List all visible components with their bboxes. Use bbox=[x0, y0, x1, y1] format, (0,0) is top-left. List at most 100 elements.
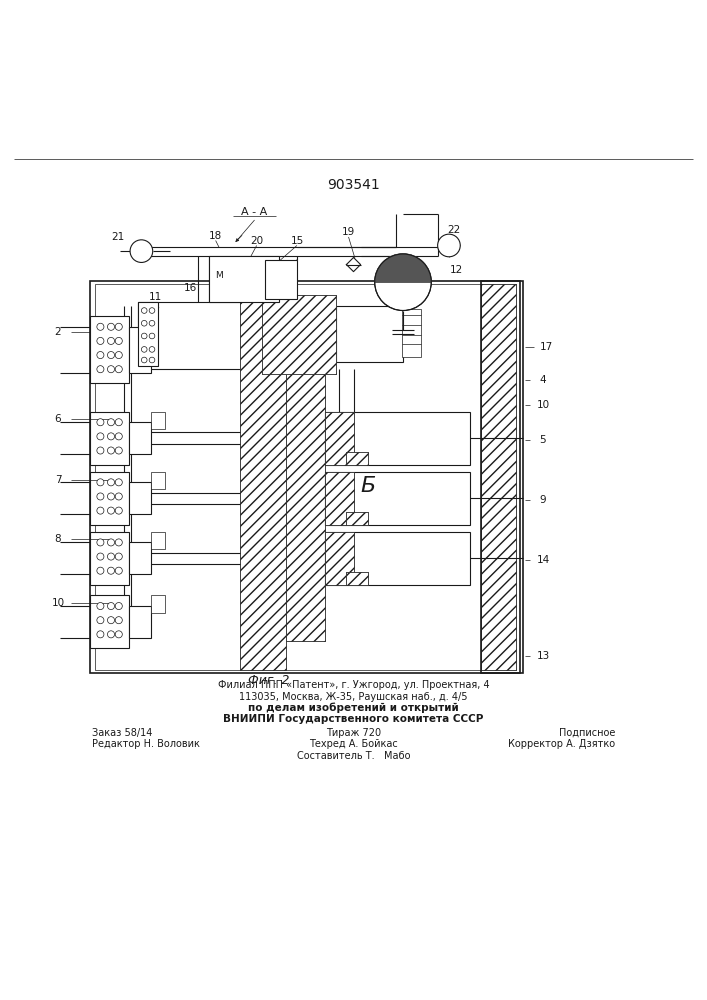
Circle shape bbox=[149, 308, 155, 313]
Bar bbox=[151, 412, 165, 429]
Circle shape bbox=[115, 553, 122, 560]
Bar bbox=[325, 472, 354, 525]
Bar bbox=[151, 532, 165, 549]
Circle shape bbox=[107, 323, 115, 330]
Circle shape bbox=[97, 337, 104, 344]
Circle shape bbox=[107, 337, 115, 344]
Text: Филиал ППП «Патент», г. Ужгород, ул. Проектная, 4: Филиал ППП «Патент», г. Ужгород, ул. Про… bbox=[218, 680, 489, 690]
Text: 9: 9 bbox=[539, 495, 547, 505]
Text: А - А: А - А bbox=[241, 207, 268, 217]
Circle shape bbox=[115, 493, 122, 500]
Circle shape bbox=[97, 493, 104, 500]
Text: 8: 8 bbox=[54, 534, 62, 544]
Circle shape bbox=[107, 479, 115, 486]
Circle shape bbox=[107, 419, 115, 426]
Text: 903541: 903541 bbox=[327, 178, 380, 192]
Text: 21: 21 bbox=[112, 232, 124, 242]
Circle shape bbox=[115, 603, 122, 610]
Text: 6: 6 bbox=[54, 414, 62, 424]
Text: 12: 12 bbox=[450, 265, 462, 275]
Bar bbox=[325, 472, 354, 525]
Bar bbox=[325, 412, 354, 465]
Bar bbox=[346, 512, 368, 525]
Circle shape bbox=[438, 234, 460, 257]
Text: по делам изобретений и открытий: по делам изобретений и открытий bbox=[248, 703, 459, 713]
Text: ВНИИПИ Государственного комитета СССР: ВНИИПИ Государственного комитета СССР bbox=[223, 714, 484, 724]
Bar bbox=[240, 284, 286, 670]
Circle shape bbox=[107, 553, 115, 560]
Circle shape bbox=[107, 507, 115, 514]
Text: Корректор А. Дзятко: Корректор А. Дзятко bbox=[508, 739, 615, 749]
Text: Б: Б bbox=[360, 476, 375, 496]
Circle shape bbox=[115, 337, 122, 344]
Circle shape bbox=[115, 433, 122, 440]
Bar bbox=[90, 472, 129, 525]
Text: 14: 14 bbox=[537, 555, 549, 565]
Text: 10: 10 bbox=[537, 400, 549, 410]
Text: Техред А. Бойкас: Техред А. Бойкас bbox=[309, 739, 398, 749]
Bar bbox=[325, 412, 354, 465]
Bar bbox=[240, 284, 286, 670]
Bar bbox=[129, 606, 151, 638]
Circle shape bbox=[149, 357, 155, 363]
Bar bbox=[138, 306, 158, 366]
Text: 10: 10 bbox=[52, 598, 64, 608]
Bar bbox=[481, 284, 516, 670]
Bar bbox=[325, 532, 354, 585]
Bar bbox=[346, 572, 368, 585]
Circle shape bbox=[130, 240, 153, 262]
Circle shape bbox=[107, 447, 115, 454]
Circle shape bbox=[115, 366, 122, 373]
Circle shape bbox=[97, 507, 104, 514]
Circle shape bbox=[141, 347, 147, 352]
Text: 13: 13 bbox=[537, 651, 549, 661]
Text: 15: 15 bbox=[291, 236, 303, 246]
Circle shape bbox=[149, 347, 155, 352]
Bar bbox=[90, 532, 129, 585]
Bar bbox=[346, 452, 368, 465]
Bar bbox=[346, 452, 368, 465]
Circle shape bbox=[97, 567, 104, 574]
Text: Фиг. 2: Фиг. 2 bbox=[248, 674, 289, 687]
Bar bbox=[402, 309, 421, 357]
Bar bbox=[286, 366, 325, 641]
Circle shape bbox=[97, 631, 104, 638]
Circle shape bbox=[97, 323, 104, 330]
Circle shape bbox=[97, 447, 104, 454]
Circle shape bbox=[115, 567, 122, 574]
Bar bbox=[90, 412, 129, 465]
Circle shape bbox=[97, 352, 104, 359]
Circle shape bbox=[107, 493, 115, 500]
Circle shape bbox=[115, 539, 122, 546]
Circle shape bbox=[115, 352, 122, 359]
Circle shape bbox=[107, 366, 115, 373]
Bar bbox=[262, 295, 336, 374]
Text: 11: 11 bbox=[149, 292, 162, 302]
Text: Составитель Т.   Мабо: Составитель Т. Мабо bbox=[297, 751, 410, 761]
Bar bbox=[129, 482, 151, 514]
Text: Подписное: Подписное bbox=[559, 728, 615, 738]
Circle shape bbox=[115, 479, 122, 486]
Bar bbox=[90, 316, 129, 383]
Text: 2: 2 bbox=[54, 327, 62, 337]
Text: 5: 5 bbox=[539, 435, 547, 445]
Circle shape bbox=[141, 333, 147, 339]
Circle shape bbox=[115, 447, 122, 454]
Text: 17: 17 bbox=[540, 342, 553, 352]
Polygon shape bbox=[375, 254, 431, 282]
Bar bbox=[95, 284, 516, 670]
Circle shape bbox=[107, 352, 115, 359]
Bar bbox=[129, 542, 151, 574]
Bar bbox=[325, 532, 354, 585]
Bar bbox=[346, 572, 368, 585]
Circle shape bbox=[115, 617, 122, 624]
Text: 19: 19 bbox=[342, 227, 355, 237]
Circle shape bbox=[107, 617, 115, 624]
Circle shape bbox=[141, 308, 147, 313]
Bar bbox=[138, 302, 262, 369]
Bar bbox=[129, 422, 151, 454]
Circle shape bbox=[107, 567, 115, 574]
Text: Тираж 720: Тираж 720 bbox=[326, 728, 381, 738]
Circle shape bbox=[149, 333, 155, 339]
Bar bbox=[481, 281, 520, 673]
